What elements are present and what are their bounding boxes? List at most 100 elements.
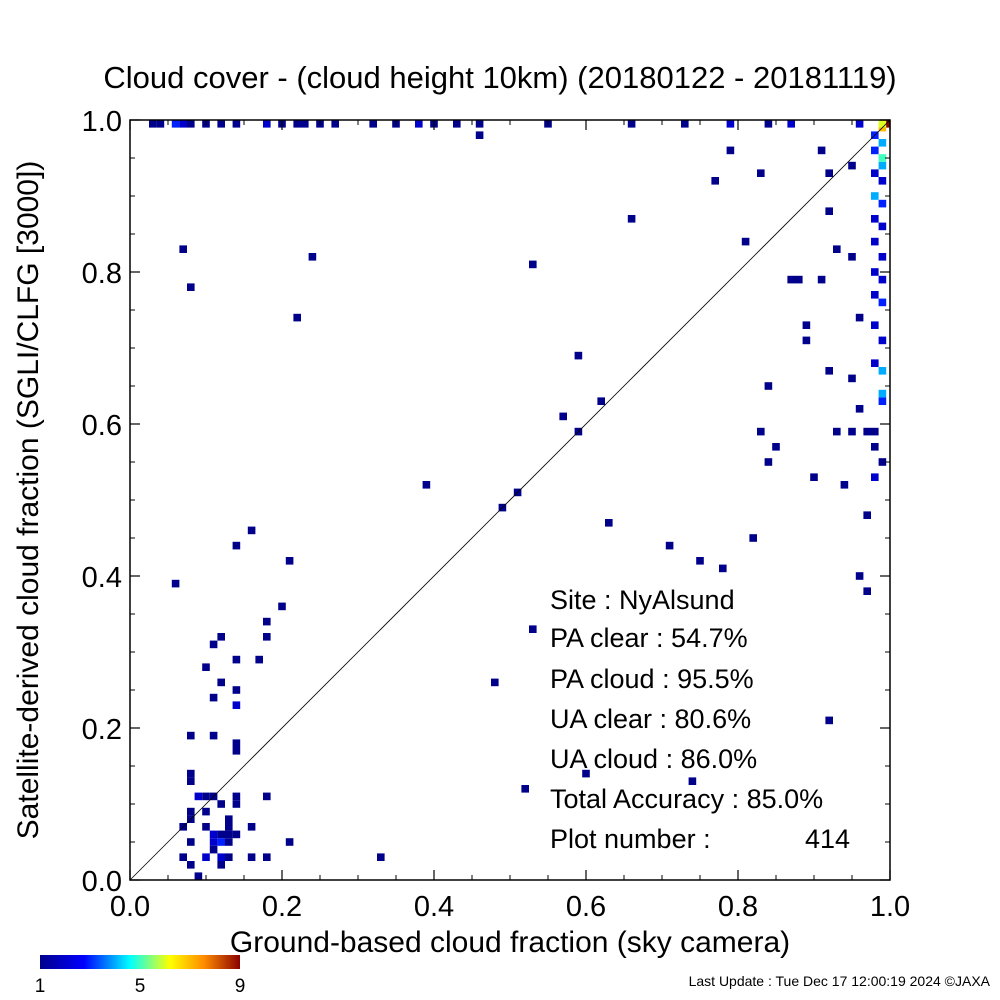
data-point (878, 367, 887, 375)
data-point (255, 655, 263, 664)
total-accuracy-label: Total Accuracy : 85.0% (550, 784, 823, 814)
pa-cloud-label: PA cloud : 95.5% (550, 664, 754, 694)
data-point (156, 120, 165, 128)
data-point (878, 177, 887, 185)
data-point (202, 853, 210, 861)
data-point (878, 199, 887, 208)
data-point (263, 633, 271, 641)
data-point (475, 131, 484, 139)
data-point (293, 313, 301, 322)
data-point (665, 541, 674, 550)
data-point (825, 207, 833, 215)
data-point (878, 397, 887, 405)
x-tick-label: 0.8 (718, 891, 758, 923)
data-point (232, 701, 241, 709)
data-point (871, 146, 879, 155)
data-point (848, 253, 856, 261)
data-point (209, 693, 218, 702)
data-point (757, 427, 765, 436)
data-point (225, 830, 233, 839)
data-point (863, 511, 871, 519)
data-point (597, 397, 605, 405)
data-point (232, 747, 241, 755)
y-tick-label: 0.2 (82, 714, 122, 746)
data-point (285, 557, 294, 565)
data-point (825, 716, 833, 725)
data-point (871, 473, 879, 481)
data-point (711, 177, 719, 185)
data-point (787, 120, 795, 128)
data-point (217, 678, 225, 687)
data-point (263, 617, 271, 626)
data-point (149, 120, 157, 128)
data-point (278, 602, 286, 611)
data-point (232, 120, 241, 128)
data-point (225, 815, 233, 823)
data-point (187, 769, 195, 778)
data-point (810, 473, 818, 481)
data-point (232, 541, 241, 550)
ua-clear-label: UA clear : 80.6% (550, 704, 751, 734)
data-point (855, 572, 864, 580)
data-point (833, 245, 841, 253)
data-point (802, 321, 811, 329)
data-point (301, 120, 309, 128)
data-point (871, 169, 879, 177)
data-point (217, 861, 225, 869)
data-point (871, 427, 879, 436)
data-point (825, 367, 833, 375)
data-point (559, 412, 567, 421)
data-point (529, 260, 537, 269)
data-point (491, 678, 499, 687)
y-axis-label: Satellite-derived cloud fraction (SGLI/C… (12, 161, 45, 840)
data-point (688, 777, 697, 785)
data-point (217, 800, 225, 808)
data-point (225, 838, 233, 846)
data-point (878, 458, 887, 466)
x-tick-label: 0.4 (414, 891, 454, 923)
y-tick-label: 0.6 (82, 410, 122, 442)
data-point (232, 830, 241, 839)
data-point (217, 120, 225, 128)
data-point (475, 120, 484, 128)
data-point (871, 359, 879, 367)
data-point (194, 872, 203, 880)
plot-number-value: 414 (805, 824, 850, 854)
data-point (202, 663, 210, 671)
data-point (878, 120, 887, 128)
data-point (209, 838, 218, 846)
colorbar (40, 955, 240, 969)
data-point (855, 405, 864, 413)
data-point (764, 382, 773, 390)
data-point (377, 853, 385, 861)
colorbar-tick-min: 1 (35, 976, 46, 997)
data-point (232, 800, 241, 808)
data-point (871, 215, 879, 223)
colorbar-tick-max: 9 (235, 976, 246, 997)
data-point (217, 633, 225, 641)
data-point (217, 853, 225, 861)
data-point (764, 458, 773, 466)
data-point (871, 291, 879, 299)
ua-cloud-label: UA cloud : 86.0% (550, 744, 757, 774)
data-point (764, 120, 773, 128)
data-point (187, 777, 195, 785)
data-point (741, 237, 750, 246)
data-point (871, 321, 879, 329)
data-point (232, 792, 241, 801)
data-points (149, 120, 890, 880)
data-point (817, 275, 826, 284)
data-point (833, 427, 841, 436)
data-point (202, 823, 210, 831)
data-point (232, 686, 241, 694)
data-point (187, 838, 195, 846)
data-point (878, 336, 887, 345)
data-point (217, 830, 225, 839)
data-point (209, 845, 218, 854)
data-point (187, 731, 195, 740)
site-label: Site : NyAlsund (550, 585, 735, 615)
data-point (878, 298, 887, 307)
data-point (293, 120, 301, 128)
y-tick-label: 1.0 (82, 106, 122, 138)
